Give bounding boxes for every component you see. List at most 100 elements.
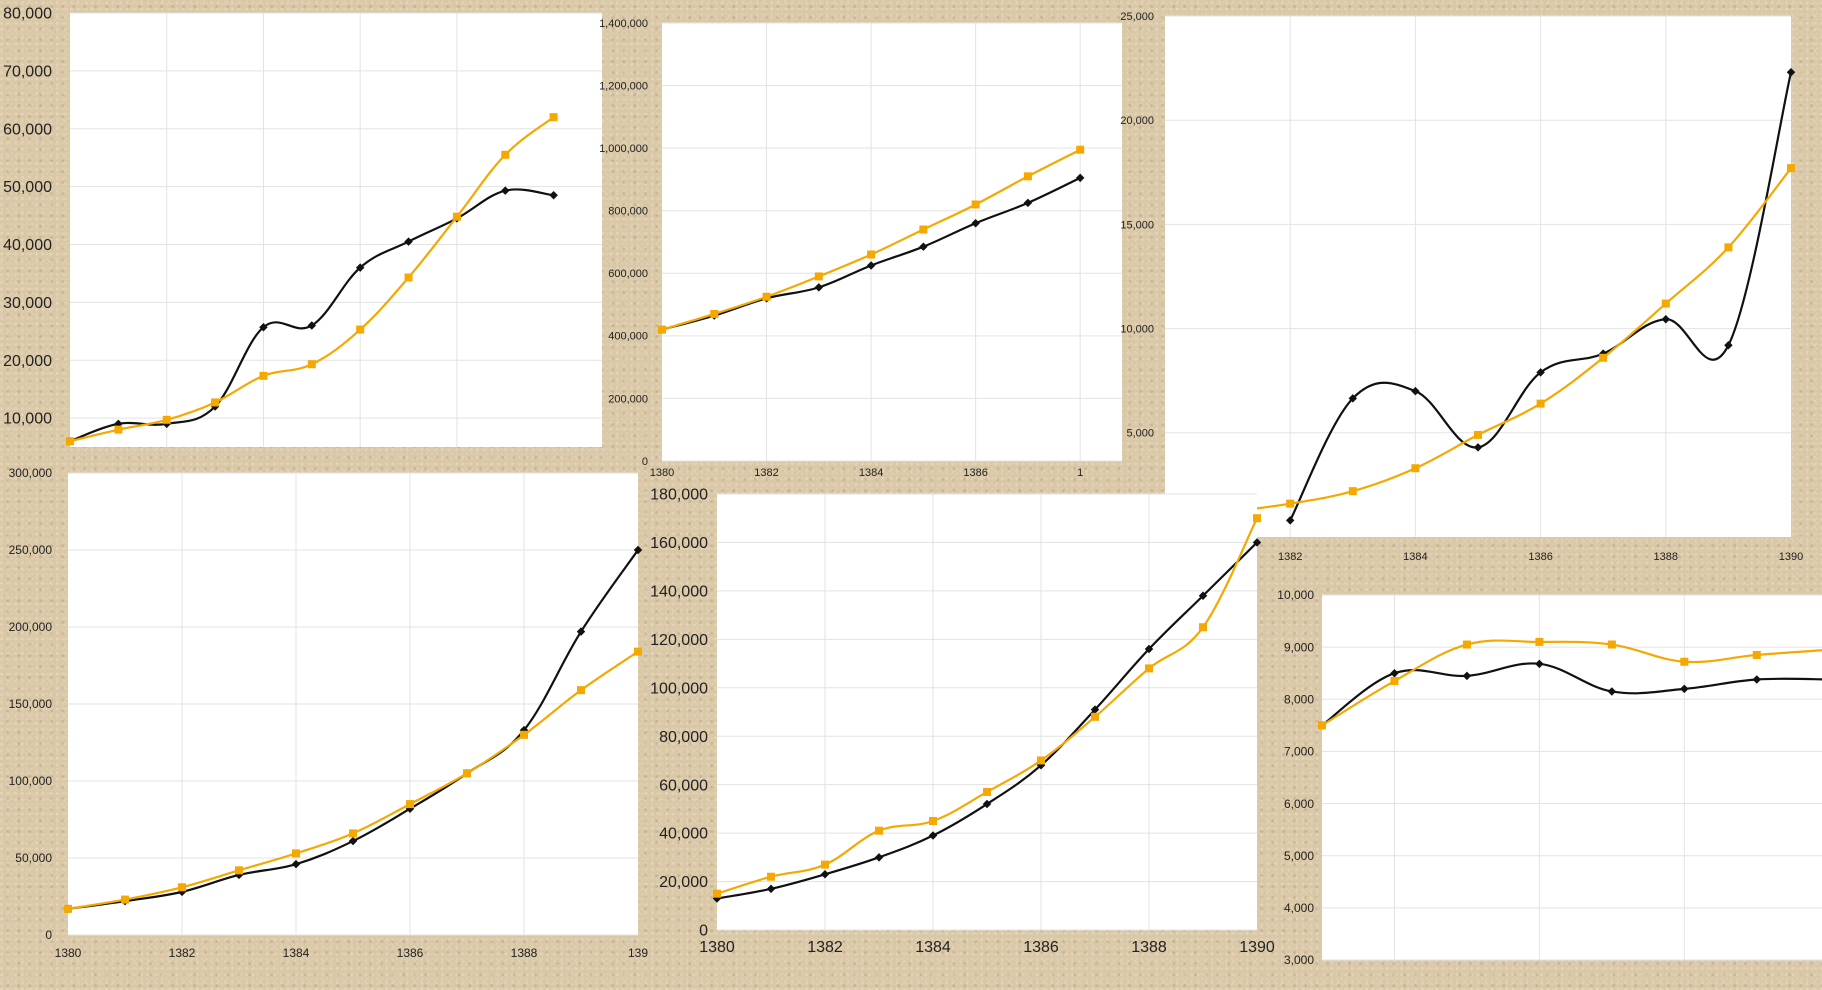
x-tick-label: 1384 — [859, 467, 883, 479]
y-tick-label: 160,000 — [650, 535, 708, 552]
series-2-point — [1607, 640, 1616, 649]
series-line-2 — [1227, 167, 1792, 514]
x-tick-label: 1380 — [650, 467, 674, 479]
series-2-point — [767, 872, 775, 881]
chart-panel-5: 0 20,000 40,000 60,000 80,000 100,000 120,000 1… — [642, 487, 1275, 970]
y-tick-label: 10,000 — [1120, 323, 1154, 335]
plot-area — [70, 13, 602, 447]
y-tick-label: 25,000 — [1120, 11, 1154, 23]
y-tick-label: 100,000 — [9, 774, 53, 788]
series-1-point — [1462, 671, 1472, 681]
series-2-point — [1348, 487, 1357, 496]
x-tick-label: 1384 — [1403, 551, 1427, 563]
y-tick-label: 300,000 — [9, 466, 53, 480]
x-tick-label: 139 — [628, 946, 648, 960]
y-tick-label: 8,000 — [1284, 692, 1314, 706]
series-2-point — [501, 150, 510, 159]
series-2-point — [1787, 164, 1795, 173]
series-1-point — [1473, 443, 1483, 452]
series-2-point — [1076, 145, 1085, 154]
y-tick-label: 0 — [699, 923, 708, 940]
x-tick-label: 1388 — [1131, 939, 1167, 956]
series-2-point — [971, 200, 980, 209]
series-2-point — [867, 250, 876, 259]
series-group — [63, 545, 642, 914]
series-2-point — [114, 425, 123, 434]
series-2-point — [1535, 637, 1544, 646]
series-line-1 — [716, 541, 1258, 900]
series-2-point — [307, 360, 316, 369]
series-2-point — [658, 325, 666, 334]
series-1-point — [1535, 659, 1544, 669]
series-2-point — [929, 817, 937, 825]
y-tick-label: 4,000 — [1284, 901, 1314, 915]
series-2-point — [1199, 623, 1207, 632]
y-tick-label: 80,000 — [659, 729, 708, 746]
y-tick-label: 250,000 — [9, 543, 53, 557]
y-tick-label: 120,000 — [650, 632, 708, 649]
y-tick-label: 50,000 — [15, 851, 52, 865]
y-tick-label: 40,000 — [3, 237, 52, 254]
series-2-point — [710, 309, 719, 318]
y-tick-label: 40,000 — [659, 826, 708, 843]
series-1-point — [291, 859, 301, 869]
series-1-point — [1724, 341, 1733, 350]
x-tick-label: 1388 — [511, 946, 538, 960]
y-tick-label: 15,000 — [1120, 219, 1154, 231]
series-1-point — [814, 283, 824, 292]
series-1-point — [766, 884, 776, 894]
chart-panel-3: 5,000 10,000 15,000 20,000 25,000 1382 1384 138… — [1120, 11, 1822, 572]
y-tick-label: 1,400,000 — [599, 18, 648, 30]
x-tick-label: 1384 — [915, 939, 951, 956]
x-tick-label: 1384 — [283, 946, 310, 960]
line-chart-5: 0 20,000 40,000 60,000 80,000 100,000 120,000 1… — [650, 487, 1275, 956]
y-tick-label: 5,000 — [1284, 849, 1314, 863]
series-1-point — [404, 237, 413, 246]
x-tick-label: 1380 — [55, 946, 82, 960]
y-tick-label: 180,000 — [650, 487, 708, 504]
series-1-point — [355, 263, 365, 272]
series-2-point — [1599, 353, 1608, 362]
series-2-point — [919, 225, 928, 234]
y-tick-label: 10,000 — [1277, 588, 1314, 602]
series-2-point — [349, 829, 357, 838]
y-tick-label: 150,000 — [9, 697, 53, 711]
series-2-point — [549, 113, 558, 122]
line-chart-2: 0 200,000 400,000 600,000 800,000 1,000,000 1,… — [599, 18, 1122, 479]
series-2-point — [762, 292, 771, 301]
series-2-point — [1253, 514, 1261, 523]
series-2-point — [1411, 464, 1420, 473]
series-line-2 — [67, 650, 639, 910]
series-2-point — [1752, 650, 1761, 659]
x-tick-label: 1386 — [1023, 939, 1059, 956]
series-2-point — [1390, 677, 1399, 686]
series-line-2 — [716, 517, 1258, 895]
series-line-1 — [67, 549, 639, 910]
y-tick-label: 9,000 — [1284, 640, 1314, 654]
y-tick-label: 10,000 — [3, 411, 52, 428]
series-2-point — [1318, 721, 1326, 730]
series-group — [65, 113, 558, 446]
series-2-point — [1037, 756, 1045, 765]
y-tick-label: 1,200,000 — [599, 80, 648, 92]
y-tick-label: 200,000 — [608, 393, 648, 405]
series-2-point — [577, 686, 585, 695]
series-2-point — [356, 325, 365, 334]
series-1-point — [307, 321, 317, 330]
series-2-point — [292, 849, 300, 858]
series-2-point — [1536, 399, 1545, 408]
y-tick-label: 3,000 — [1284, 953, 1314, 967]
x-tick-label: 1382 — [1278, 551, 1302, 563]
series-2-point — [121, 895, 129, 904]
y-tick-label: 20,000 — [659, 874, 708, 891]
series-2-point — [1286, 499, 1295, 508]
series-group — [1317, 637, 1822, 730]
series-2-point — [463, 769, 471, 778]
x-tick-label: 1382 — [807, 939, 843, 956]
plot-area — [662, 23, 1122, 461]
series-2-point — [1661, 299, 1670, 308]
chart-panel-2: 0 200,000 400,000 600,000 800,000 1,000,000 1,… — [599, 16, 1122, 494]
y-tick-label: 70,000 — [3, 63, 52, 80]
series-2-point — [162, 415, 171, 424]
line-chart-1: 10,000 20,000 30,000 40,000 50,000 60,000 70,0… — [3, 6, 602, 447]
